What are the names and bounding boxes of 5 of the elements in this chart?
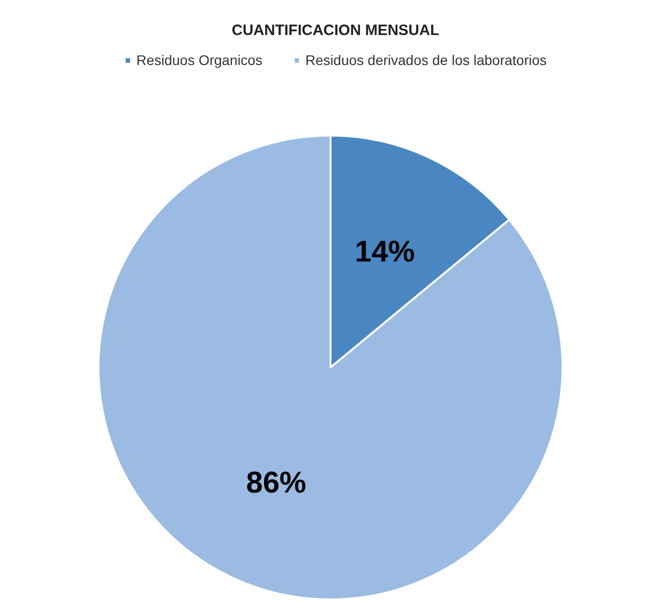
legend-label: Residuos Organicos [136, 52, 262, 68]
data-label: 14% [354, 236, 415, 269]
legend-label: Residuos derivados de los laboratorios [305, 52, 547, 68]
chart-title: CUANTIFICACION MENSUAL [232, 22, 440, 39]
data-label: 86% [246, 466, 306, 500]
